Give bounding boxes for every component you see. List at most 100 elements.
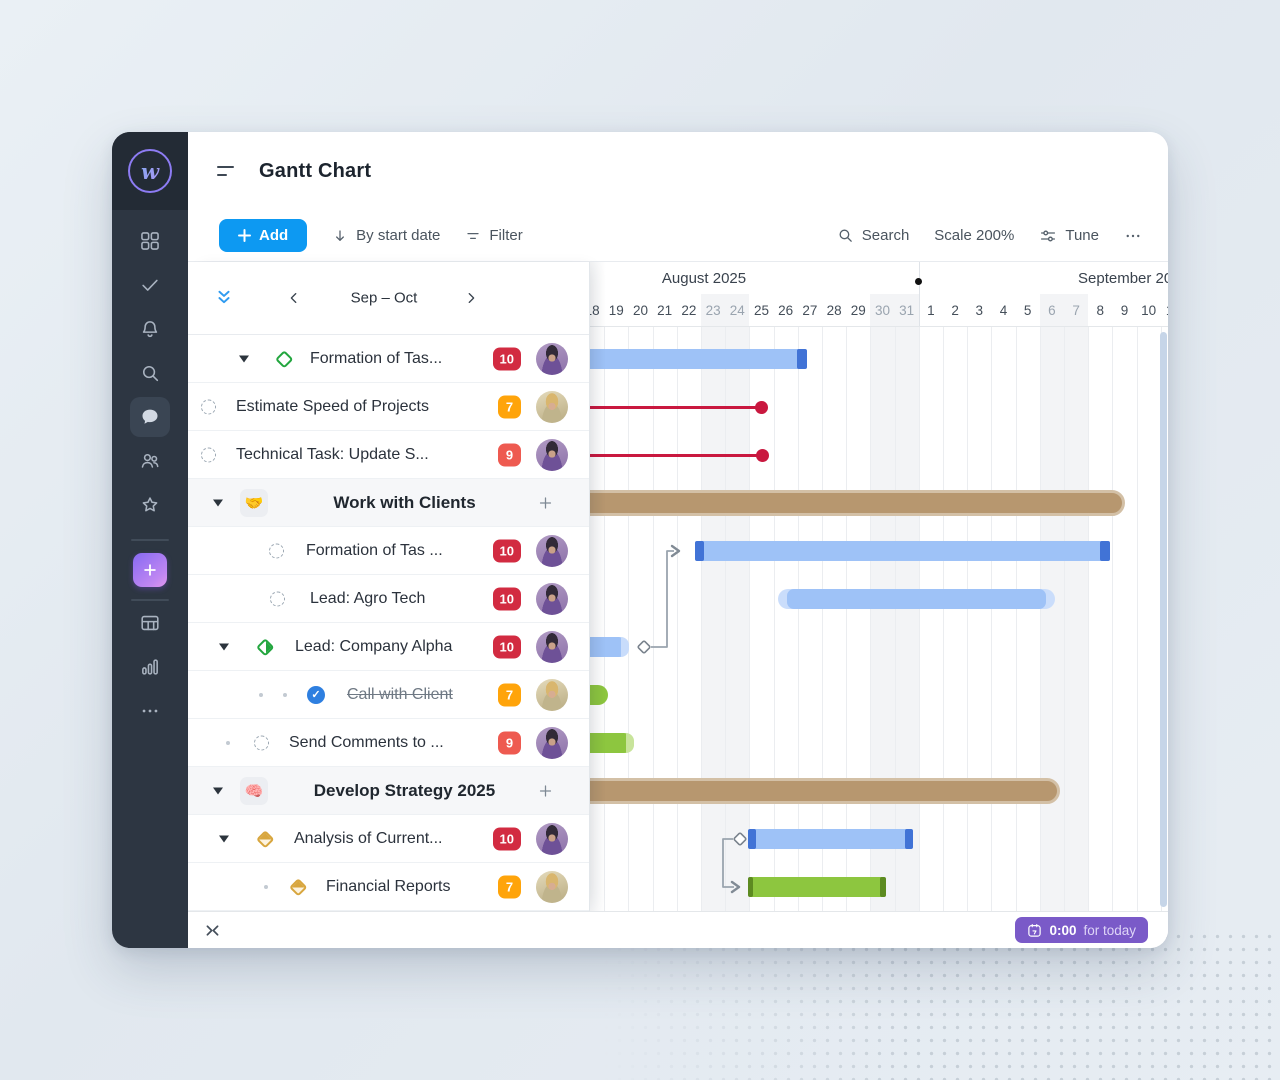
sidebar-star-icon[interactable]	[130, 485, 170, 525]
assignee-avatar[interactable]	[536, 678, 568, 711]
caret-down-icon[interactable]	[212, 787, 223, 794]
task-row[interactable]: Lead: Agro Tech 10	[188, 575, 589, 623]
group-row[interactable]: 🧠 Develop Strategy 2025	[188, 767, 589, 815]
sidebar-table-icon[interactable]	[130, 603, 170, 643]
assignee-avatar[interactable]	[536, 342, 568, 375]
task-title[interactable]: Technical Task: Update S...	[236, 445, 429, 463]
deadline-dot[interactable]	[755, 448, 769, 462]
task-title[interactable]: Formation of Tas...	[310, 349, 443, 367]
assignee-avatar[interactable]	[536, 534, 568, 567]
gantt-bar[interactable]	[590, 685, 608, 705]
status-gold-diamond-icon[interactable]	[256, 829, 274, 848]
status-green-diamond-icon[interactable]	[275, 349, 293, 368]
status-dashed-icon[interactable]	[200, 399, 216, 414]
task-row[interactable]: ✓ Call with Client 7	[188, 671, 589, 719]
prev-period-button[interactable]	[287, 291, 301, 305]
status-dashed-icon[interactable]	[253, 735, 269, 750]
bar-end-cap[interactable]	[797, 349, 807, 369]
status-dashed-icon[interactable]	[200, 447, 216, 462]
sidebar-chat-icon[interactable]	[130, 397, 170, 437]
task-title[interactable]: Estimate Speed of Projects	[236, 397, 429, 415]
status-dashed-icon[interactable]	[268, 543, 284, 558]
caret-down-icon[interactable]	[218, 643, 229, 650]
assignee-avatar[interactable]	[536, 870, 568, 903]
day-cell: 23	[701, 294, 726, 326]
app-logo[interactable]: w	[112, 132, 188, 210]
add-task-to-group-button[interactable]	[537, 782, 554, 799]
assignee-avatar[interactable]	[536, 582, 568, 615]
task-row[interactable]: Analysis of Current... 10	[188, 815, 589, 863]
task-title[interactable]: Lead: Company Alpha	[295, 637, 453, 655]
gantt-bar-baseline[interactable]	[778, 589, 1055, 609]
deadline-dot[interactable]	[754, 400, 768, 414]
sidebar-search-icon[interactable]	[130, 353, 170, 393]
gantt-bar[interactable]	[748, 877, 886, 897]
expand-all-icon[interactable]	[214, 288, 234, 308]
day-gridline	[846, 327, 848, 911]
search-button[interactable]: Search	[837, 227, 909, 244]
filter-button[interactable]: Filter	[465, 227, 523, 244]
gantt-group-bar[interactable]	[590, 778, 1060, 804]
vertical-scrollbar[interactable]	[1160, 332, 1167, 907]
sidebar-grid-icon[interactable]	[130, 221, 170, 261]
sidebar-people-icon[interactable]	[130, 441, 170, 481]
gantt-bar[interactable]	[590, 349, 807, 369]
task-row[interactable]: Estimate Speed of Projects 7	[188, 383, 589, 431]
gantt-bar[interactable]	[748, 829, 913, 849]
sidebar-chart-icon[interactable]	[130, 647, 170, 687]
assignee-avatar[interactable]	[536, 438, 568, 471]
sidebar-more-icon[interactable]	[130, 691, 170, 731]
assignee-avatar[interactable]	[536, 390, 568, 423]
sort-by-start-date[interactable]: By start date	[332, 227, 440, 244]
task-row[interactable]: Formation of Tas ... 10	[188, 527, 589, 575]
time-tracker-badge[interactable]: 0:00 for today	[1015, 917, 1148, 943]
period-range-label[interactable]: Sep – Oct	[350, 289, 418, 307]
status-green-progress-icon[interactable]	[256, 637, 274, 656]
task-title[interactable]: Lead: Agro Tech	[310, 589, 426, 607]
sidebar-check-icon[interactable]	[130, 265, 170, 305]
sidebar-bell-icon[interactable]	[130, 309, 170, 349]
bar-start-cap[interactable]	[748, 829, 756, 849]
task-title[interactable]: Analysis of Current...	[294, 829, 443, 847]
status-done-icon[interactable]: ✓	[307, 685, 325, 704]
assignee-avatar[interactable]	[536, 630, 568, 663]
group-row[interactable]: 🤝 Work with Clients	[188, 479, 589, 527]
task-row[interactable]: Technical Task: Update S... 9	[188, 431, 589, 479]
caret-down-icon[interactable]	[212, 499, 223, 506]
bar-end-cap[interactable]	[1100, 541, 1110, 561]
task-title[interactable]: Send Comments to ...	[289, 733, 444, 751]
gantt-bar[interactable]	[695, 541, 1110, 561]
caret-down-icon[interactable]	[238, 355, 249, 362]
add-task-to-group-button[interactable]	[537, 494, 554, 511]
gantt-group-bar[interactable]	[590, 490, 1125, 516]
task-title[interactable]: Formation of Tas ...	[306, 541, 443, 559]
bar-start-cap[interactable]	[695, 541, 704, 561]
bar-end-cap[interactable]	[905, 829, 913, 849]
gantt-bar[interactable]	[590, 733, 634, 753]
assignee-avatar[interactable]	[536, 822, 568, 855]
task-row[interactable]: Send Comments to ... 9	[188, 719, 589, 767]
task-title[interactable]: Call with Client	[347, 685, 453, 703]
gantt-bar[interactable]	[590, 637, 629, 657]
menu-icon[interactable]	[217, 165, 234, 177]
scale-control[interactable]: Scale 200%	[934, 227, 1015, 244]
more-menu-button[interactable]	[1124, 227, 1142, 245]
collapse-panel-icon[interactable]	[204, 923, 221, 938]
bar-end-cap[interactable]	[880, 877, 886, 897]
bar-start-cap[interactable]	[748, 877, 753, 897]
task-row[interactable]: Formation of Tas... 10	[188, 335, 589, 383]
gantt-deadline-line[interactable]	[590, 453, 762, 457]
task-row[interactable]: Lead: Company Alpha 10	[188, 623, 589, 671]
assignee-avatar[interactable]	[536, 726, 568, 759]
caret-down-icon[interactable]	[218, 835, 229, 842]
next-period-button[interactable]	[464, 291, 478, 305]
status-dashed-icon[interactable]	[269, 591, 285, 606]
status-gold-diamond-icon[interactable]	[289, 877, 307, 896]
gantt-deadline-line[interactable]	[590, 405, 761, 409]
task-title[interactable]: Financial Reports	[326, 877, 451, 895]
task-row[interactable]: Financial Reports 7	[188, 863, 589, 911]
add-button[interactable]: Add	[219, 219, 308, 252]
sidebar-add-button[interactable]	[133, 553, 167, 587]
tune-button[interactable]: Tune	[1039, 227, 1099, 245]
